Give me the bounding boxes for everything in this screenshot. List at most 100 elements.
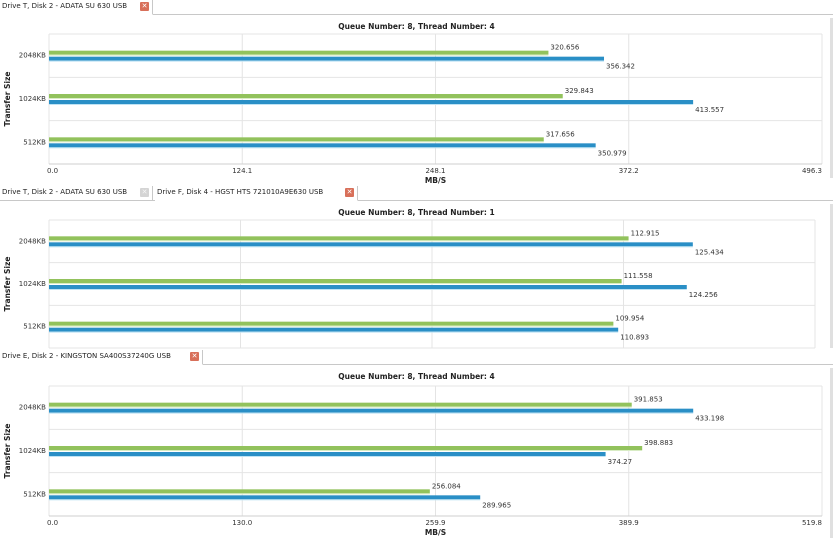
bar-highlight (49, 331, 619, 333)
bar-highlight (49, 283, 622, 284)
tab-drive-f[interactable]: Drive F, Disk 4 - HGST HTS 721010A9E630 … (155, 186, 358, 201)
data-label-green: 398.883 (644, 439, 673, 447)
data-label-green: 317.656 (546, 130, 575, 138)
close-icon[interactable]: ✕ (140, 188, 149, 197)
x-tick-label: 0.0 (47, 519, 58, 527)
x-tick-label: 130.0 (232, 519, 252, 527)
bar-highlight (49, 98, 563, 99)
bar-series-blue (49, 143, 596, 148)
data-label-blue: 124.256 (689, 291, 718, 299)
tab-label: Drive T, Disk 2 - ADATA SU 630 USB (2, 188, 128, 196)
category-label: 1024KB (19, 447, 46, 455)
data-label-blue: 356.342 (606, 63, 635, 71)
category-label: 2048KB (19, 52, 46, 60)
data-label-blue: 289.965 (482, 501, 511, 509)
chart-panel-2: Drive T, Disk 2 - ADATA SU 630 USB ✕ Dri… (0, 186, 833, 350)
tab-bar-1: Drive T, Disk 2 - ADATA SU 630 USB ✕ (0, 0, 833, 15)
y-axis-title: Transfer Size (3, 424, 12, 479)
bar-series-blue (49, 100, 694, 104)
data-label-blue: 374.27 (608, 458, 633, 466)
bar-chart-2: Transfer Size 2048KB 112.915 125.434 1024KB 1… (3, 219, 816, 349)
tab-label: Drive T, Disk 2 - ADATA SU 630 USB (2, 2, 128, 10)
bar-series-blue (49, 452, 606, 456)
bar-series-blue (49, 408, 694, 413)
data-label-blue: 413.557 (695, 106, 724, 114)
x-tick-label: 0.0 (47, 167, 58, 175)
close-icon[interactable]: ✕ (190, 352, 199, 361)
close-icon[interactable]: ✕ (345, 188, 354, 197)
tab-drive-t[interactable]: Drive T, Disk 2 - ADATA SU 630 USB ✕ (0, 0, 153, 15)
chart-title: Queue Number: 8, Thread Number: 1 (338, 208, 495, 217)
bar-series-blue (49, 56, 605, 61)
bar-highlight (49, 493, 430, 495)
bar-highlight (49, 406, 632, 408)
chart-title: Queue Number: 8, Thread Number: 4 (338, 372, 495, 381)
bar-series-blue (49, 495, 481, 500)
bar-highlight (49, 104, 694, 105)
x-tick-label: 259.9 (425, 519, 445, 527)
vertical-scrollbar[interactable] (830, 18, 833, 178)
tab-bar-2: Drive T, Disk 2 - ADATA SU 630 USB ✕ Dri… (0, 186, 833, 201)
category-label: 512KB (23, 138, 46, 146)
tab-label: Drive E, Disk 2 - KINGSTON SA400S37240G … (2, 352, 171, 360)
bar-highlight (49, 147, 596, 149)
x-tick-label: 372.2 (619, 167, 639, 175)
chart-panel-1: Drive T, Disk 2 - ADATA SU 630 USB ✕ Que… (0, 0, 833, 186)
vertical-scrollbar[interactable] (830, 368, 833, 538)
bar-highlight (49, 289, 687, 290)
bar-series-blue (49, 327, 619, 332)
bar-highlight (49, 141, 544, 143)
category-label: 1024KB (19, 280, 46, 288)
bar-highlight (49, 325, 614, 327)
bar-series-blue (49, 242, 693, 247)
data-label-green: 109.954 (615, 315, 644, 323)
bar-highlight (49, 450, 643, 451)
bar-highlight (49, 456, 606, 457)
close-icon[interactable]: ✕ (140, 2, 149, 11)
x-axis-title: MB/S (425, 176, 446, 185)
x-axis-title: MB/S (425, 528, 446, 537)
data-label-blue: 110.893 (620, 334, 649, 342)
data-label-green: 391.853 (634, 396, 663, 404)
x-tick-label: 496.3 (802, 167, 822, 175)
chart-panel-3: Drive E, Disk 2 - KINGSTON SA400S37240G … (0, 350, 833, 540)
tab-label: Drive F, Disk 4 - HGST HTS 721010A9E630 … (157, 188, 324, 196)
bar-series-green (49, 446, 643, 450)
chart-title: Queue Number: 8, Thread Number: 4 (338, 22, 495, 31)
bar-series-green (49, 321, 614, 326)
data-label-green: 329.843 (565, 87, 594, 95)
tab-drive-t[interactable]: Drive T, Disk 2 - ADATA SU 630 USB ✕ (0, 186, 153, 201)
category-label: 1024KB (19, 95, 46, 103)
data-label-blue: 433.198 (695, 415, 724, 423)
data-label-blue: 350.979 (598, 149, 627, 157)
bar-chart-3: Transfer Size 2048KB 391.853 433.198 1024KB 3… (3, 385, 823, 537)
bar-series-blue (49, 285, 687, 289)
data-label-green: 256.084 (432, 482, 461, 490)
y-axis-title: Transfer Size (3, 72, 12, 127)
bar-series-green (49, 489, 430, 494)
x-tick-label: 389.9 (619, 519, 639, 527)
data-label-green: 112.915 (631, 229, 660, 237)
tab-bar-3: Drive E, Disk 2 - KINGSTON SA400S37240G … (0, 350, 833, 365)
bar-highlight (49, 412, 694, 414)
tab-drive-e[interactable]: Drive E, Disk 2 - KINGSTON SA400S37240G … (0, 350, 203, 365)
bar-series-green (49, 279, 622, 283)
data-label-green: 111.558 (624, 272, 653, 280)
bar-highlight (49, 240, 629, 242)
bar-series-green (49, 50, 549, 55)
vertical-scrollbar[interactable] (830, 204, 833, 348)
bar-highlight (49, 54, 549, 56)
x-tick-label: 124.1 (232, 167, 252, 175)
x-tick-label: 248.1 (425, 167, 445, 175)
category-label: 2048KB (19, 237, 46, 245)
bar-series-green (49, 402, 632, 407)
y-axis-title: Transfer Size (3, 257, 12, 312)
bar-highlight (49, 246, 693, 248)
bar-series-green (49, 137, 544, 142)
data-label-blue: 125.434 (695, 248, 724, 256)
bar-highlight (49, 499, 481, 501)
bar-chart-1: Transfer Size 2048KB 320.656 356.342 1024KB 3… (3, 33, 823, 185)
data-label-green: 320.656 (550, 44, 579, 52)
category-label: 512KB (23, 490, 46, 498)
bar-series-green (49, 94, 563, 98)
